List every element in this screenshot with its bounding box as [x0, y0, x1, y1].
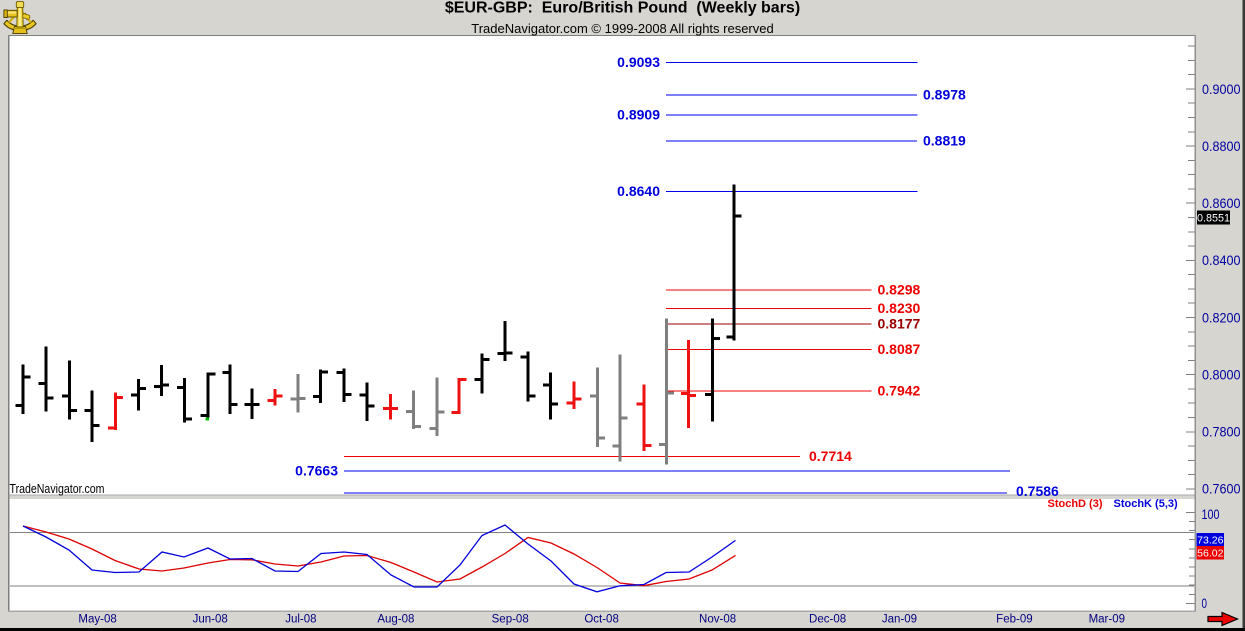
svg-text:0.8819: 0.8819	[923, 133, 966, 149]
svg-text:0.7663: 0.7663	[295, 463, 338, 479]
svg-text:0.8298: 0.8298	[878, 282, 921, 298]
svg-text:0.7800: 0.7800	[1202, 424, 1241, 440]
svg-text:0.8400: 0.8400	[1202, 252, 1241, 268]
svg-text:0.7942: 0.7942	[878, 383, 921, 399]
svg-text:Sep-08: Sep-08	[492, 614, 529, 626]
svg-text:0.8800: 0.8800	[1202, 138, 1241, 154]
svg-text:$EUR-GBP: Euro/British Pound: $EUR-GBP: Euro/British Pound (Weekly bar…	[445, 0, 800, 17]
svg-text:0.8200: 0.8200	[1202, 309, 1241, 325]
svg-text:0.7586: 0.7586	[1016, 483, 1059, 499]
svg-text:0.9093: 0.9093	[617, 54, 660, 70]
svg-text:100: 100	[1202, 506, 1220, 522]
svg-text:0: 0	[1202, 595, 1208, 611]
svg-text:0.7714: 0.7714	[809, 448, 852, 464]
svg-text:0.8000: 0.8000	[1202, 367, 1241, 383]
svg-text:0.8909: 0.8909	[617, 106, 660, 122]
svg-text:Feb-09: Feb-09	[996, 614, 1032, 626]
svg-text:Dec-08: Dec-08	[809, 614, 846, 626]
svg-text:0.8640: 0.8640	[617, 183, 660, 199]
svg-text:May-08: May-08	[78, 614, 116, 626]
svg-text:Nov-08: Nov-08	[699, 614, 736, 626]
svg-text:Jun-08: Jun-08	[193, 614, 228, 626]
svg-text:0.8230: 0.8230	[878, 300, 921, 316]
svg-text:StochD (3): StochD (3)	[1048, 498, 1103, 510]
svg-text:0.7600: 0.7600	[1202, 481, 1241, 497]
svg-text:StochK (5,3): StochK (5,3)	[1114, 498, 1179, 510]
svg-text:Jul-08: Jul-08	[285, 614, 316, 626]
svg-text:TradeNavigator.com: TradeNavigator.com	[10, 482, 105, 496]
svg-text:0.8551: 0.8551	[1197, 213, 1230, 225]
svg-text:0.8600: 0.8600	[1202, 195, 1241, 211]
svg-text:Jan-09: Jan-09	[882, 614, 917, 626]
svg-text:73.26: 73.26	[1197, 534, 1223, 546]
svg-text:Aug-08: Aug-08	[377, 614, 414, 626]
svg-text:0.8177: 0.8177	[878, 316, 921, 332]
svg-text:TradeNavigator.com © 1999-2008: TradeNavigator.com © 1999-2008 All right…	[471, 21, 773, 36]
svg-text:Mar-09: Mar-09	[1089, 614, 1125, 626]
svg-text:0.8978: 0.8978	[923, 87, 966, 103]
svg-text:Oct-08: Oct-08	[584, 614, 619, 626]
svg-text:56.02: 56.02	[1197, 548, 1223, 560]
svg-text:0.9000: 0.9000	[1202, 81, 1241, 97]
svg-text:0.8087: 0.8087	[878, 341, 921, 357]
